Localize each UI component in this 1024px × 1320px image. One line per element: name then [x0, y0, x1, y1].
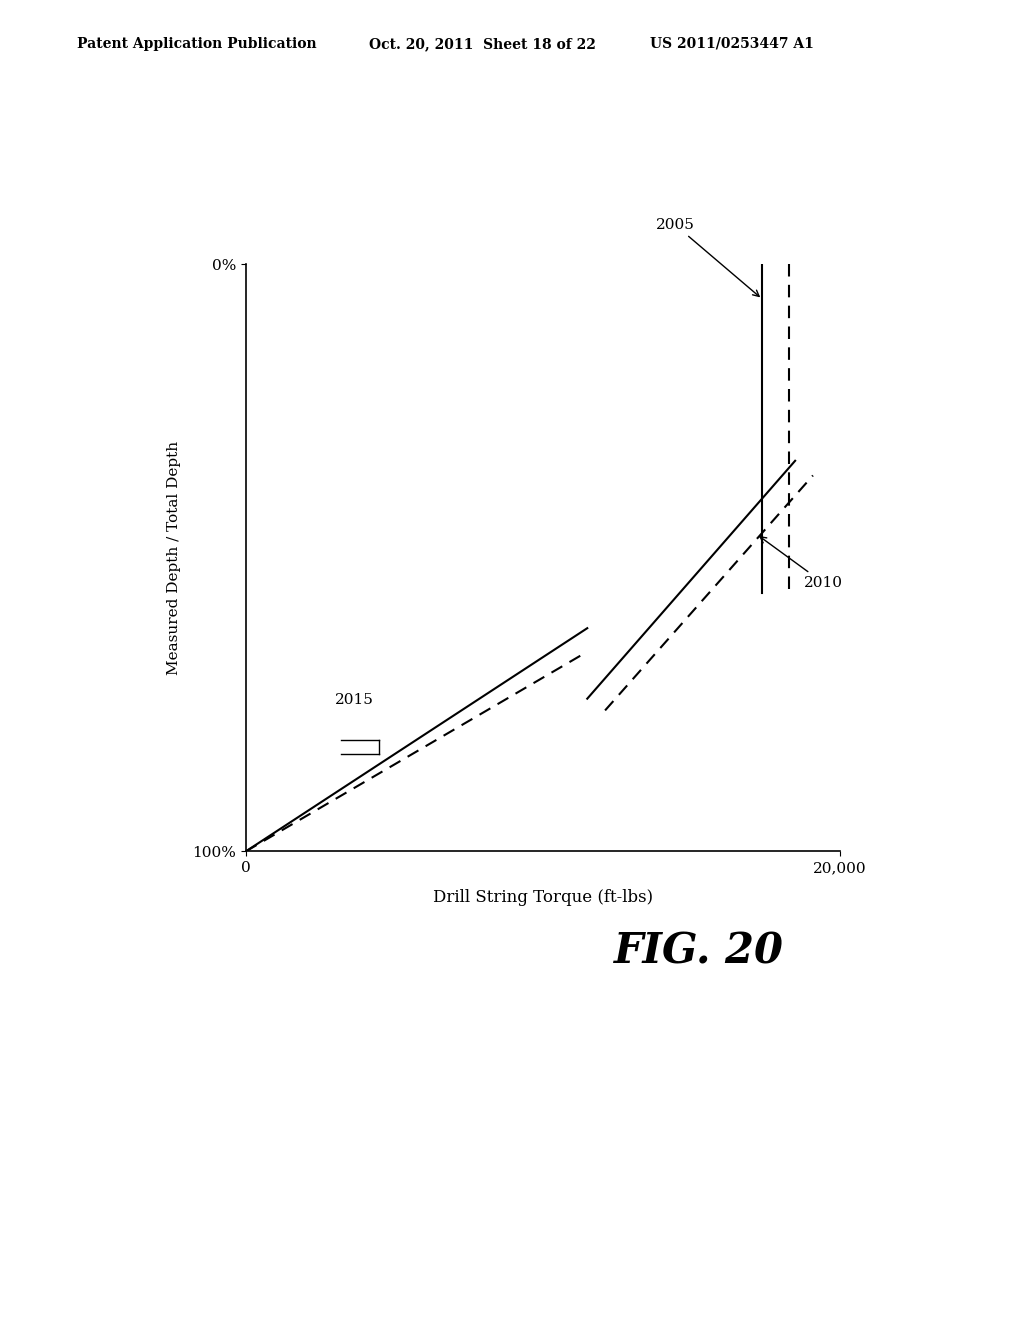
Text: 2005: 2005 [655, 218, 759, 297]
Y-axis label: Measured Depth / Total Depth: Measured Depth / Total Depth [167, 441, 181, 675]
Text: FIG. 20: FIG. 20 [614, 931, 784, 973]
Text: Oct. 20, 2011  Sheet 18 of 22: Oct. 20, 2011 Sheet 18 of 22 [369, 37, 596, 51]
Text: 2010: 2010 [760, 537, 843, 590]
X-axis label: Drill String Torque (ft-lbs): Drill String Torque (ft-lbs) [433, 888, 652, 906]
Text: Patent Application Publication: Patent Application Publication [77, 37, 316, 51]
Text: 2015: 2015 [335, 693, 374, 708]
Text: US 2011/0253447 A1: US 2011/0253447 A1 [650, 37, 814, 51]
